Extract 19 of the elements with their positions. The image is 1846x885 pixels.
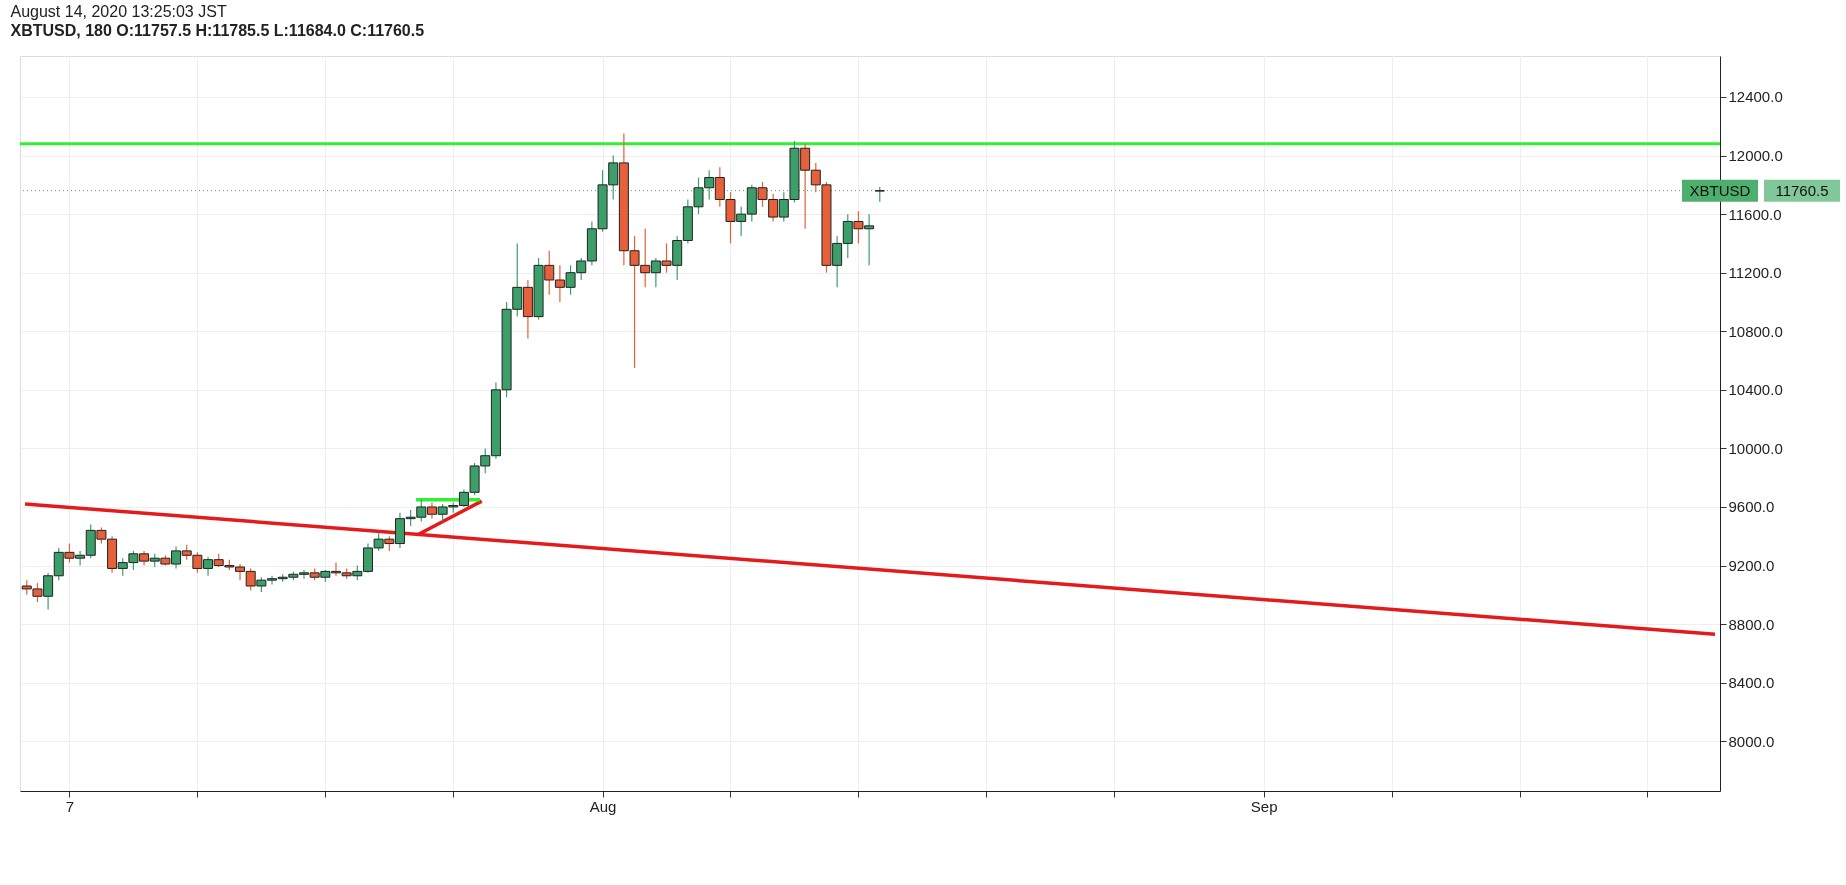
y-tick-label: 11200.0: [1728, 264, 1782, 282]
y-tick-label: 8400.0: [1728, 674, 1775, 692]
x-tick-label: Sep: [1250, 797, 1278, 815]
y-tick-label: 10800.0: [1728, 322, 1783, 340]
y-tick-label: 10000.0: [1728, 439, 1783, 457]
ref-line-label: XBTUSD: [1689, 181, 1751, 199]
x-tick-label: 7: [65, 797, 75, 815]
y-tick-label: 8000.0: [1728, 732, 1775, 750]
y-tick-label: 12000.0: [1728, 147, 1783, 165]
x-tick-label: Aug: [589, 797, 617, 815]
text: 11760.5: [1775, 181, 1829, 199]
y-tick-label: 9600.0: [1728, 498, 1775, 516]
y-tick-label: 11600.0: [1728, 205, 1782, 223]
y-tick-label: 12400.0: [1728, 88, 1783, 106]
y-tick-label: 10400.0: [1728, 381, 1783, 399]
chart-title: XBTUSD, 180 O:11757.5 H:11785.5 L:11684.0 C:11760.5: [10, 22, 425, 40]
y-tick-label: 8800.0: [1728, 615, 1775, 633]
chart-subtitle: August 14, 2020 13:25:03 JST: [10, 3, 227, 21]
y-tick-label: 9200.0: [1728, 557, 1775, 575]
